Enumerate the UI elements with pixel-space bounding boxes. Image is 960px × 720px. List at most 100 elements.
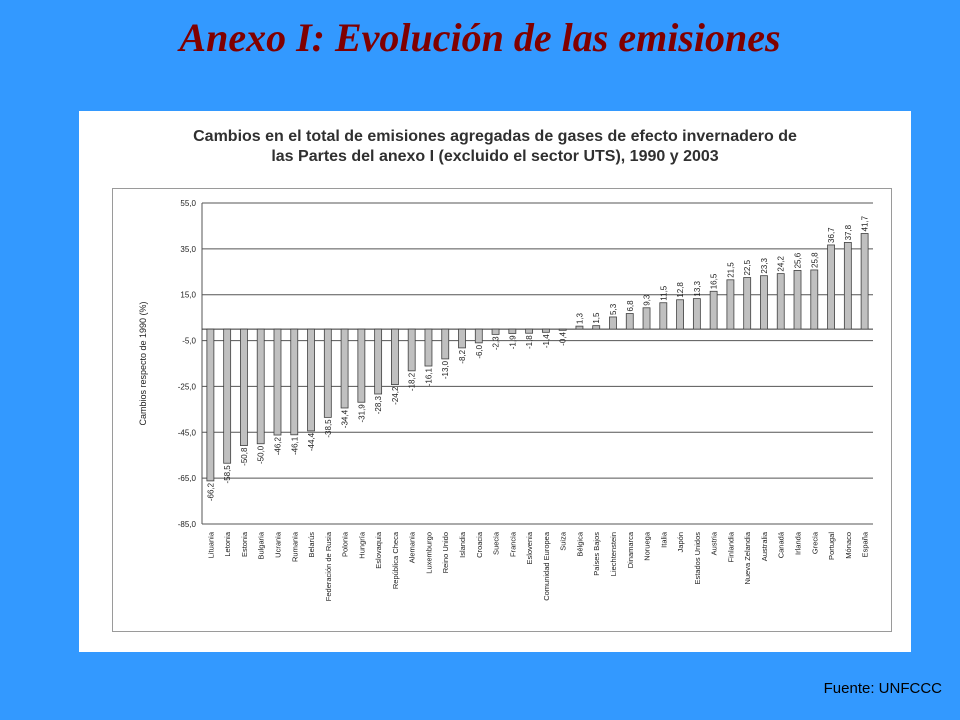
category-label: Estonia xyxy=(240,531,249,557)
bar-15 xyxy=(441,328,450,360)
category-label: Suiza xyxy=(559,531,568,551)
bar-9 xyxy=(340,328,349,409)
category-label: Belarús xyxy=(307,532,316,558)
bar-5 xyxy=(273,328,282,436)
category-label: Eslovenia xyxy=(525,531,534,564)
bar-10 xyxy=(357,328,366,403)
bar-6 xyxy=(290,328,299,436)
data-label: -0,4 xyxy=(559,331,568,345)
bar-31 xyxy=(709,290,718,330)
data-label: -2,3 xyxy=(492,336,501,350)
data-label: 1,3 xyxy=(575,312,584,324)
bar-32 xyxy=(726,279,735,330)
data-label: -8,2 xyxy=(458,349,467,363)
bar-24 xyxy=(592,325,601,330)
data-label: -1,8 xyxy=(525,335,534,349)
data-label: -28,3 xyxy=(374,395,383,414)
bar-7 xyxy=(307,328,315,432)
bar-21 xyxy=(541,328,550,333)
category-label: Bulgaria xyxy=(257,531,266,559)
bar-37 xyxy=(810,269,819,330)
data-label: -44,4 xyxy=(307,432,316,451)
data-label: -18,2 xyxy=(408,372,417,391)
category-label: Noruega xyxy=(643,531,652,561)
bar-3 xyxy=(240,328,248,446)
data-label: 11,5 xyxy=(659,285,668,301)
data-label: -1,9 xyxy=(508,335,517,349)
category-label: Comunidad Europea xyxy=(542,531,551,601)
category-label: Letonia xyxy=(223,531,232,556)
data-label: -66,2 xyxy=(206,482,215,501)
bar-30 xyxy=(692,298,701,330)
category-label: Portugal xyxy=(827,532,836,560)
category-label: Canadá xyxy=(777,531,786,558)
data-label: -38,5 xyxy=(324,419,333,438)
bar-17 xyxy=(474,328,483,344)
bar-23 xyxy=(575,325,584,330)
data-label: -34,4 xyxy=(341,409,350,428)
category-label: Estados Unidos xyxy=(693,532,702,585)
data-label: -50,8 xyxy=(240,447,249,466)
data-label: 13,3 xyxy=(693,280,702,296)
bar-25 xyxy=(609,316,617,330)
category-label: República Checa xyxy=(391,531,400,589)
bar-2 xyxy=(223,328,232,464)
chart-title-line-1: Cambios en el total de emisiones agregad… xyxy=(193,128,797,145)
category-label: Hungría xyxy=(357,531,366,559)
data-label: 1,5 xyxy=(592,312,601,324)
category-label: Federación de Rusia xyxy=(324,531,333,601)
category-label: Australia xyxy=(760,531,769,561)
bar-11 xyxy=(374,328,383,395)
data-label: -46,2 xyxy=(273,436,282,455)
data-label: 25,6 xyxy=(794,252,803,268)
category-label: Polonia xyxy=(341,531,350,557)
category-label: Luxemburgo xyxy=(424,532,433,574)
category-label: Francia xyxy=(508,531,517,557)
chart-title-line-2: las Partes del anexo I (excluido el sect… xyxy=(271,148,719,165)
data-label: -46,1 xyxy=(290,436,299,455)
data-label: 12,8 xyxy=(676,282,685,298)
data-label: 22,5 xyxy=(743,259,752,275)
data-label: 37,8 xyxy=(844,224,853,240)
data-label: -31,9 xyxy=(357,404,366,423)
bar-39 xyxy=(843,242,852,330)
category-label: Bélgica xyxy=(575,531,584,556)
data-label: -58,5 xyxy=(223,465,232,484)
category-label: Eslovaquia xyxy=(374,531,383,569)
bar-29 xyxy=(676,299,684,330)
data-label: 6,8 xyxy=(626,300,635,312)
data-label: 24,2 xyxy=(777,255,786,271)
category-label: Irlanda xyxy=(794,531,803,555)
y-axis-title: Cambios respecto de 1990 (%) xyxy=(138,301,148,425)
bar-40 xyxy=(860,233,869,330)
category-label: Italia xyxy=(659,531,668,548)
bar-14 xyxy=(424,328,433,367)
data-label: -50,0 xyxy=(257,445,266,464)
y-tick-label: -65,0 xyxy=(178,474,197,483)
category-label: Liechtenstein xyxy=(609,532,618,576)
category-label: España xyxy=(861,531,870,557)
y-tick-label: -25,0 xyxy=(178,382,197,391)
y-tick-label: -5,0 xyxy=(182,337,196,346)
bar-20 xyxy=(525,328,534,334)
category-label: Nueva Zelandia xyxy=(743,531,752,584)
data-label: 5,3 xyxy=(609,303,618,315)
source-note: Fuente: UNFCCC xyxy=(823,680,942,697)
bar-27 xyxy=(642,307,651,330)
category-label: Islandia xyxy=(458,531,467,558)
data-label: 21,5 xyxy=(726,262,735,278)
category-label: Ucrania xyxy=(273,531,282,558)
bar-16 xyxy=(458,328,466,349)
y-tick-label: 35,0 xyxy=(180,245,196,254)
chart-panel: Cambios en el total de emisiones agregad… xyxy=(79,111,911,652)
y-tick-label: 55,0 xyxy=(180,199,196,208)
category-label: Lituania xyxy=(206,531,215,558)
category-label: Croacia xyxy=(475,531,484,558)
category-label: Rumania xyxy=(290,531,299,562)
category-label: Mónaco xyxy=(844,532,853,559)
bar-chart: 55,0 35,0 15,0 -5,0 -25,0 -45,0 -65,0 -85,0 Camb… xyxy=(138,199,873,601)
chart-frame: 55,0 35,0 15,0 -5,0 -25,0 -45,0 -65,0 -85,0 Camb… xyxy=(112,188,892,632)
data-label: -6,0 xyxy=(475,344,484,358)
data-label: 16,5 xyxy=(710,273,719,289)
bar-28 xyxy=(659,302,668,330)
